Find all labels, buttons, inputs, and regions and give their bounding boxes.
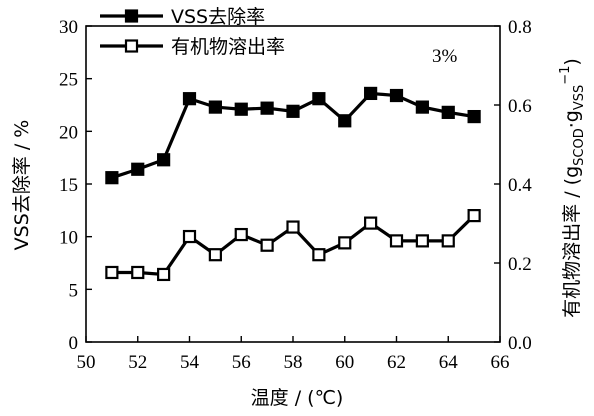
series-point-2 [467,209,481,223]
y-right-tick-label: 0.8 [508,17,532,38]
series-point-1 [441,105,455,119]
x-tick-label: 64 [439,352,459,373]
series-point-2 [105,265,119,280]
series-point-2 [157,267,171,282]
series-point-2 [338,236,352,250]
series-point-1 [364,86,378,101]
y-left-tick-label: 15 [59,175,78,196]
y-axis-left-label: VSS去除率 / % [11,120,33,251]
y-right-label-sub2: VSS [572,85,587,110]
y-right-tick-label: 0.0 [508,333,532,354]
x-tick-label: 66 [491,352,510,373]
x-tick-label: 60 [335,352,354,373]
series-point-1 [286,104,300,118]
series-point-2 [389,234,404,248]
x-tick-label: 58 [284,352,303,373]
x-tick-label: 50 [77,352,96,373]
series-point-2 [131,265,145,280]
series-point-2 [441,234,455,248]
series-point-2 [415,234,429,248]
series-point-2 [182,229,197,244]
y-right-tick-label: 0.6 [508,96,532,117]
series-point-1 [157,153,171,167]
plot-frame [85,25,501,343]
y-left-tick-label: 25 [59,70,78,91]
x-tick-label: 62 [387,352,406,373]
y-right-tick-label: 0.2 [508,254,532,275]
series-point-2 [208,248,222,262]
series-point-2 [234,227,248,242]
y-right-label-sup: −1 [558,66,573,85]
x-tick-label: 54 [180,352,200,373]
annotation-label: 3% [432,46,458,67]
series-point-1 [131,162,145,176]
y-left-tick-label: 0 [69,333,79,354]
series-point-1 [467,109,481,124]
y-right-label-suffix: ) [561,58,583,65]
y-left-tick-label: 10 [59,228,78,249]
series-layer [105,86,481,282]
y-right-label-prefix: 有机物溶出率 / (g [561,166,583,318]
x-tick-label: 56 [232,352,251,373]
y-right-tick-label: 0.4 [508,175,532,196]
legend-marker-1 [124,9,139,23]
series-point-1 [389,88,404,103]
y-left-tick-label: 30 [59,17,78,38]
x-tick-label: 52 [128,352,147,373]
legend-label-1: VSS去除率 [171,6,265,28]
series-point-1 [182,92,197,106]
series-point-1 [234,102,248,116]
y-axis-right-label: 有机物溶出率 / (gSCOD·gVSS−1) [558,58,587,318]
y-left-tick-label: 5 [69,280,79,301]
series-point-1 [260,101,274,115]
series-point-1 [208,100,222,114]
legend-label-2: 有机物溶出率 [171,36,285,58]
series-point-1 [105,171,119,185]
legend-marker-2 [124,39,139,53]
series-point-1 [338,114,352,128]
series-point-2 [260,238,274,252]
y-left-tick-label: 20 [59,122,78,143]
series-point-2 [364,216,378,230]
series-point-2 [312,248,326,262]
series-point-1 [312,92,326,106]
y-right-label-dot: ·g [561,110,583,128]
x-axis-label: 温度 / (℃) [251,387,344,409]
axes-layer: 50 52 54 56 58 60 62 64 66 0 5 10 15 20 25 30 0.0 0.2 0.4 0… [59,17,532,373]
series-point-1 [415,100,429,114]
series-point-2 [286,220,300,234]
y-right-label-sub1: SCOD [572,128,587,166]
